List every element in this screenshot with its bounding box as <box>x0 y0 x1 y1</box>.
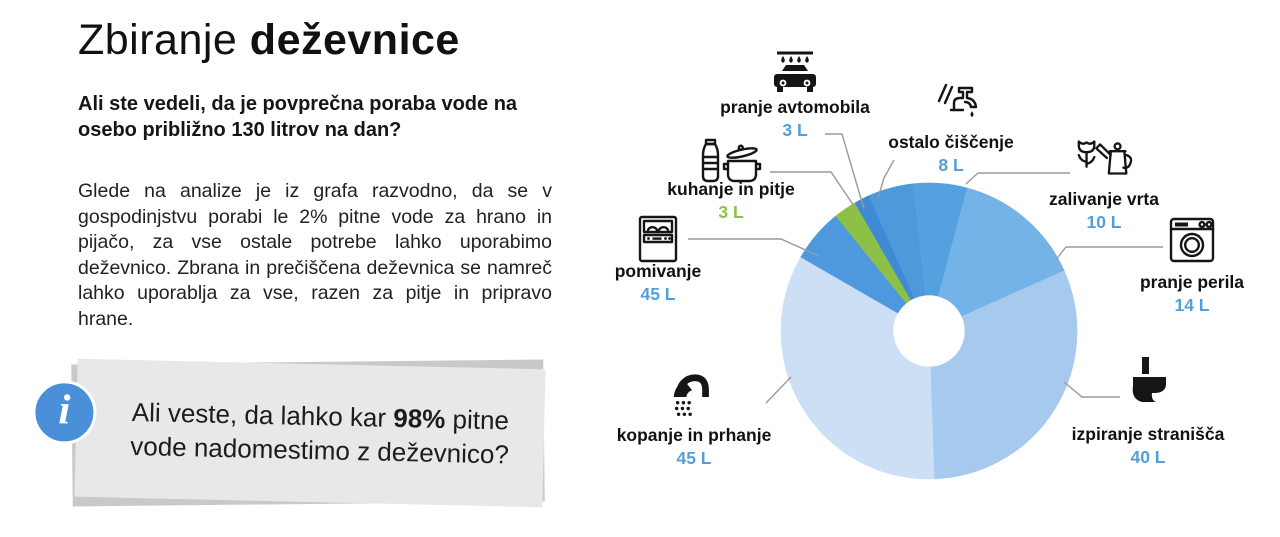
slice-label-ostalo-ciscenje: ostalo čiščenje 8 L <box>888 131 1013 177</box>
slice-value-izpiranje-stranisca: 40 L <box>1130 447 1166 467</box>
slice-value-pranje-perila: 14 L <box>1174 295 1210 315</box>
page-title-bold: deževnice <box>249 16 460 64</box>
slice-value-kopanje-in-prhanje: 45 L <box>676 448 712 468</box>
slice-label-zalivanje-vrta: zalivanje vrta 10 L <box>1049 188 1159 234</box>
car-wash-icon <box>768 50 822 96</box>
pie-slice-kopanje-in-prhanje <box>780 256 935 480</box>
faucet-icon <box>934 80 978 126</box>
washing-machine-icon <box>1168 216 1216 264</box>
leader-line-pranje-perila <box>1054 246 1163 262</box>
slice-label-pranje-avtomobila: pranje avtomobila 3 L <box>720 96 870 142</box>
slice-value-pranje-avtomobila: 3 L <box>782 120 808 140</box>
slice-label-kopanje-in-prhanje: kopanje in prhanje 45 L <box>617 424 772 470</box>
slice-name-pranje-avtomobila: pranje avtomobila <box>720 97 870 117</box>
intro-body: Glede na analize je iz grafa razvodno, d… <box>78 180 552 330</box>
slice-label-kuhanje-in-pitje: kuhanje in pitje 3 L <box>667 178 794 224</box>
slice-value-kuhanje-in-pitje: 3 L <box>718 202 744 222</box>
slice-label-izpiranje-stranisca: izpiranje stranišča 40 L <box>1072 423 1225 469</box>
slice-name-kuhanje-in-pitje: kuhanje in pitje <box>667 179 795 199</box>
leader-line-pranje-avtomobila <box>825 133 865 210</box>
slice-value-zalivanje-vrta: 10 L <box>1086 212 1122 232</box>
toilet-icon <box>1120 356 1172 414</box>
slice-name-izpiranje-stranisca: izpiranje stranišča <box>1071 424 1225 444</box>
pie-slice-izpiranje-stranisca <box>929 270 1078 480</box>
dishwasher-icon <box>637 214 679 264</box>
leader-line-izpiranje-stranisca <box>1063 381 1120 398</box>
page-title-regular: Zbiranje <box>78 16 250 64</box>
leader-line-kopanje-in-prhanje <box>765 376 792 404</box>
intro-question: Ali ste vedeli, da je povprečna poraba v… <box>78 93 518 141</box>
pie-slice-ostalo-ciscenje <box>868 183 926 299</box>
leader-line-pomivanje <box>688 238 820 257</box>
slice-value-pomivanje: 45 L <box>640 284 676 304</box>
bottle-pot-icon <box>698 138 764 186</box>
slice-name-pomivanje: pomivanje <box>614 261 702 281</box>
slice-name-pranje-perila: pranje perila <box>1139 272 1245 292</box>
shower-icon <box>670 370 718 422</box>
leader-line-ostalo-ciscenje <box>877 159 895 199</box>
leader-line-zalivanje-vrta <box>965 172 1070 185</box>
slice-name-kopanje-in-prhanje: kopanje in prhanje <box>616 425 772 445</box>
slice-name-zalivanje-vrta: zalivanje vrta <box>1049 189 1159 209</box>
page-title: Zbiranje deževnice <box>78 16 460 65</box>
slice-label-pranje-perila: pranje perila 14 L <box>1140 271 1244 317</box>
watering-can-flower-icon <box>1072 136 1136 180</box>
slice-label-pomivanje: pomivanje 45 L <box>615 260 702 306</box>
leader-line-kuhanje-in-pitje <box>770 171 855 207</box>
slice-name-ostalo-ciscenje: ostalo čiščenje <box>888 132 1014 152</box>
slice-value-ostalo-ciscenje: 8 L <box>938 155 964 175</box>
pie-slice-pranje-perila <box>937 187 1065 317</box>
